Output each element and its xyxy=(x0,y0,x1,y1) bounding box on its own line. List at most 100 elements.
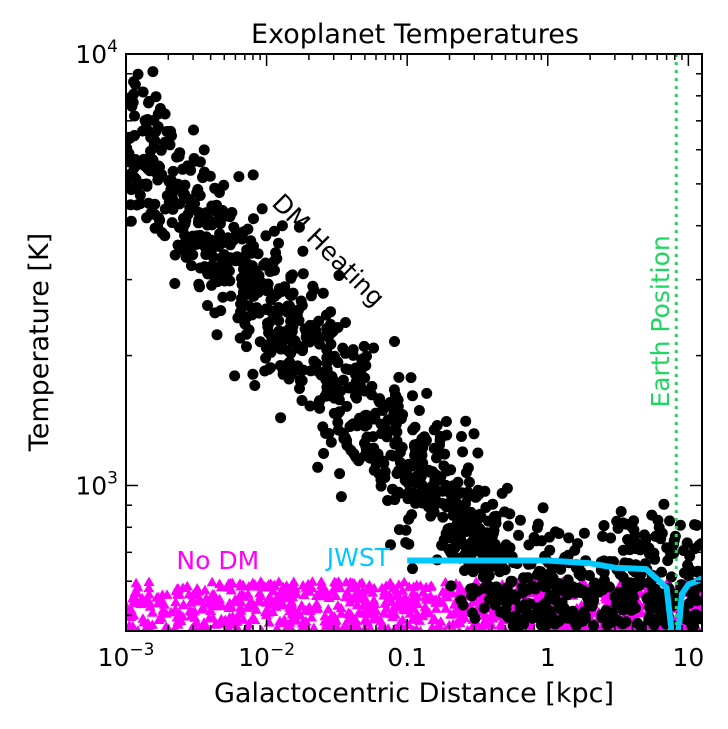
dm-heating-point xyxy=(166,217,178,229)
no-dm-point xyxy=(311,590,323,600)
no-dm-point xyxy=(142,597,154,608)
dm-heating-point xyxy=(261,280,273,292)
dm-heating-point xyxy=(539,581,551,593)
no-dm-point xyxy=(417,625,424,631)
dm-heating-point xyxy=(597,584,608,596)
dm-heating-point xyxy=(247,368,259,380)
no-dm-point xyxy=(425,580,437,590)
x-tick-label: 10−3 xyxy=(98,640,155,672)
dm-heating-point xyxy=(169,278,181,289)
dm-heating-point xyxy=(149,222,161,234)
dm-heating-point xyxy=(465,506,477,518)
dm-heating-point xyxy=(438,460,450,472)
dm-heating-point xyxy=(614,616,626,627)
dm-heating-point xyxy=(292,305,304,316)
dm-heating-point xyxy=(229,370,241,382)
dm-heating-point xyxy=(226,207,238,218)
no-dm-point xyxy=(636,608,647,618)
no-dm-point xyxy=(193,586,205,596)
dm-heating-point xyxy=(435,471,447,483)
no-dm-point xyxy=(136,592,148,603)
dm-heating-point xyxy=(361,432,373,444)
dm-heating-point xyxy=(393,371,405,383)
dm-heating-point xyxy=(496,586,508,598)
dm-heating-point xyxy=(259,365,271,377)
dm-heating-point xyxy=(403,513,415,525)
dm-heating-point xyxy=(143,97,154,109)
no-dm-point xyxy=(407,595,419,605)
dm-heating-point xyxy=(534,613,546,625)
dm-heating-point xyxy=(147,154,159,166)
no-dm-point xyxy=(278,614,290,624)
dm-heating-point xyxy=(132,68,144,80)
dm-heating-point xyxy=(242,223,254,235)
dm-heating-point xyxy=(387,483,398,495)
jwst-line xyxy=(407,557,702,631)
dm-heating-point xyxy=(652,514,664,526)
dm-heating-point xyxy=(245,235,257,247)
no-dm-point xyxy=(386,596,398,606)
dm-heating-point xyxy=(185,260,197,272)
dm-heating-point xyxy=(513,529,524,541)
no-dm-point xyxy=(207,588,219,599)
dm-heating-point xyxy=(134,198,146,210)
no-dm-point xyxy=(249,601,261,611)
dm-heating-point xyxy=(126,182,138,194)
dm-heating-point xyxy=(413,405,425,416)
no-dm-point xyxy=(422,592,434,603)
dm-heating-point xyxy=(295,365,307,377)
dm-heating-point xyxy=(662,555,674,567)
no-dm-point xyxy=(478,617,490,628)
dm-heating-point xyxy=(337,374,349,386)
dm-heating-point xyxy=(184,202,196,214)
dm-heating-point xyxy=(596,612,608,624)
dm-heating-point xyxy=(210,273,222,285)
no-dm-point xyxy=(207,612,219,623)
no-dm-point xyxy=(128,596,140,606)
no-dm-point xyxy=(298,589,310,600)
dm-heating-point xyxy=(339,347,351,359)
no-dm-point xyxy=(147,607,158,617)
no-dm-point xyxy=(448,599,460,609)
no-dm-point xyxy=(400,593,412,603)
dm-heating-point xyxy=(137,86,149,98)
dm-heating-point xyxy=(391,426,403,438)
dm-heating-point xyxy=(296,395,308,406)
dm-heating-point xyxy=(441,501,452,513)
dm-heating-point xyxy=(265,346,277,358)
dm-heating-point xyxy=(296,375,308,387)
dm-heating-point xyxy=(211,199,222,211)
dm-heating-point xyxy=(273,237,284,249)
dm-heating-point xyxy=(428,506,440,518)
dm-heating-point xyxy=(502,520,514,532)
dm-heating-point xyxy=(468,428,480,440)
dm-heating-point xyxy=(391,435,403,447)
dm-heating-point xyxy=(337,427,349,439)
no-dm-point xyxy=(329,582,340,592)
no-dm-point xyxy=(311,598,323,608)
dm-heating-point xyxy=(315,369,327,381)
dm-heating-point xyxy=(285,272,297,284)
no-dm-point xyxy=(365,623,375,631)
no-dm-point xyxy=(281,580,293,590)
dm-heating-point xyxy=(562,549,574,561)
dm-heating-point xyxy=(152,121,164,133)
dm-heating-point xyxy=(622,534,634,545)
dm-heating-point xyxy=(192,217,204,229)
no-dm-point xyxy=(600,594,612,604)
dm-heating-point xyxy=(247,282,259,293)
no-dm-point xyxy=(379,598,391,608)
dm-heating-point xyxy=(501,482,513,494)
dm-heating-point xyxy=(235,306,246,318)
no-dm-point xyxy=(424,607,435,618)
no-dm-point xyxy=(199,584,211,595)
dm-heating-point xyxy=(467,607,478,619)
no-dm-point xyxy=(330,590,342,601)
dm-heating-point xyxy=(471,490,483,502)
dm-heating-point xyxy=(130,173,142,185)
no-dm-point xyxy=(408,581,420,591)
dm-heating-point xyxy=(471,585,483,597)
dm-heating-point xyxy=(483,593,495,605)
no-dm-point xyxy=(225,601,237,612)
